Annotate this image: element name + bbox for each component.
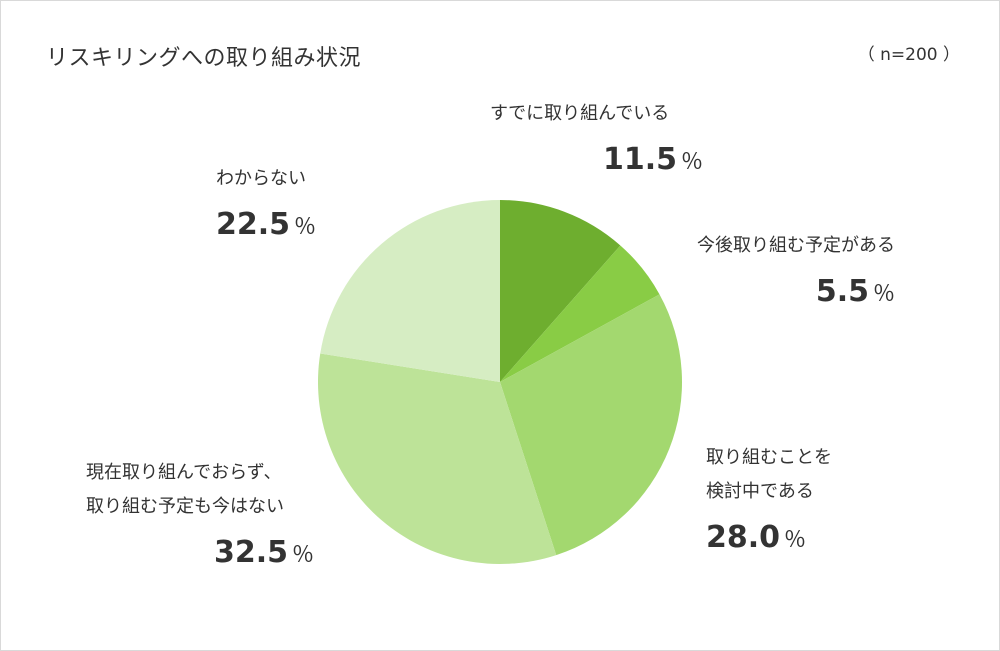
- slice-percent: 28.0 ％: [706, 521, 832, 559]
- pie-slice-1: [500, 245, 660, 382]
- slice-value: 5.5: [815, 274, 869, 309]
- slice-name: 取り組むことを 検討中である: [706, 447, 832, 502]
- slice-name: 現在取り組んでおらず、 取り組む予定も今はない: [86, 462, 284, 517]
- sample-size-label: （ n=200 ）: [857, 45, 960, 65]
- label-plan-to: 今後取り組む予定がある 5.5 ％: [697, 229, 895, 313]
- slice-value: 22.5: [216, 207, 291, 242]
- slice-percent: 5.5 ％: [697, 275, 895, 313]
- pie-slice-4: [320, 200, 500, 382]
- label-not-doing: 現在取り組んでおらず、 取り組む予定も今はない 32.5 ％: [86, 456, 314, 574]
- label-unknown: わからない 22.5 ％: [216, 162, 316, 246]
- slice-value: 11.5: [603, 142, 678, 177]
- slice-name: 今後取り組む予定がある: [697, 235, 895, 256]
- slice-name: わからない: [216, 168, 306, 189]
- pie-slices: [317, 199, 683, 564]
- label-already-doing: すでに取り組んでいる 11.5 ％: [490, 97, 703, 181]
- slice-percent: 22.5 ％: [216, 208, 316, 246]
- pie-slice-2: [500, 294, 683, 556]
- slice-name: すでに取り組んでいる: [490, 103, 670, 124]
- slice-unit: ％: [681, 150, 704, 175]
- slice-percent: 11.5 ％: [603, 143, 703, 181]
- slice-unit: ％: [872, 282, 895, 307]
- slice-unit: ％: [292, 543, 315, 568]
- slice-value: 32.5: [214, 535, 289, 570]
- slice-percent: 32.5 ％: [214, 536, 314, 574]
- pie-slice-0: [500, 199, 621, 382]
- slice-unit: ％: [784, 528, 807, 553]
- chart-title: リスキリングへの取り組み状況: [46, 46, 362, 71]
- pie-slice-3: [317, 353, 557, 564]
- label-considering: 取り組むことを 検討中である 28.0 ％: [706, 441, 832, 559]
- slice-value: 28.0: [706, 520, 781, 555]
- slice-unit: ％: [294, 215, 317, 240]
